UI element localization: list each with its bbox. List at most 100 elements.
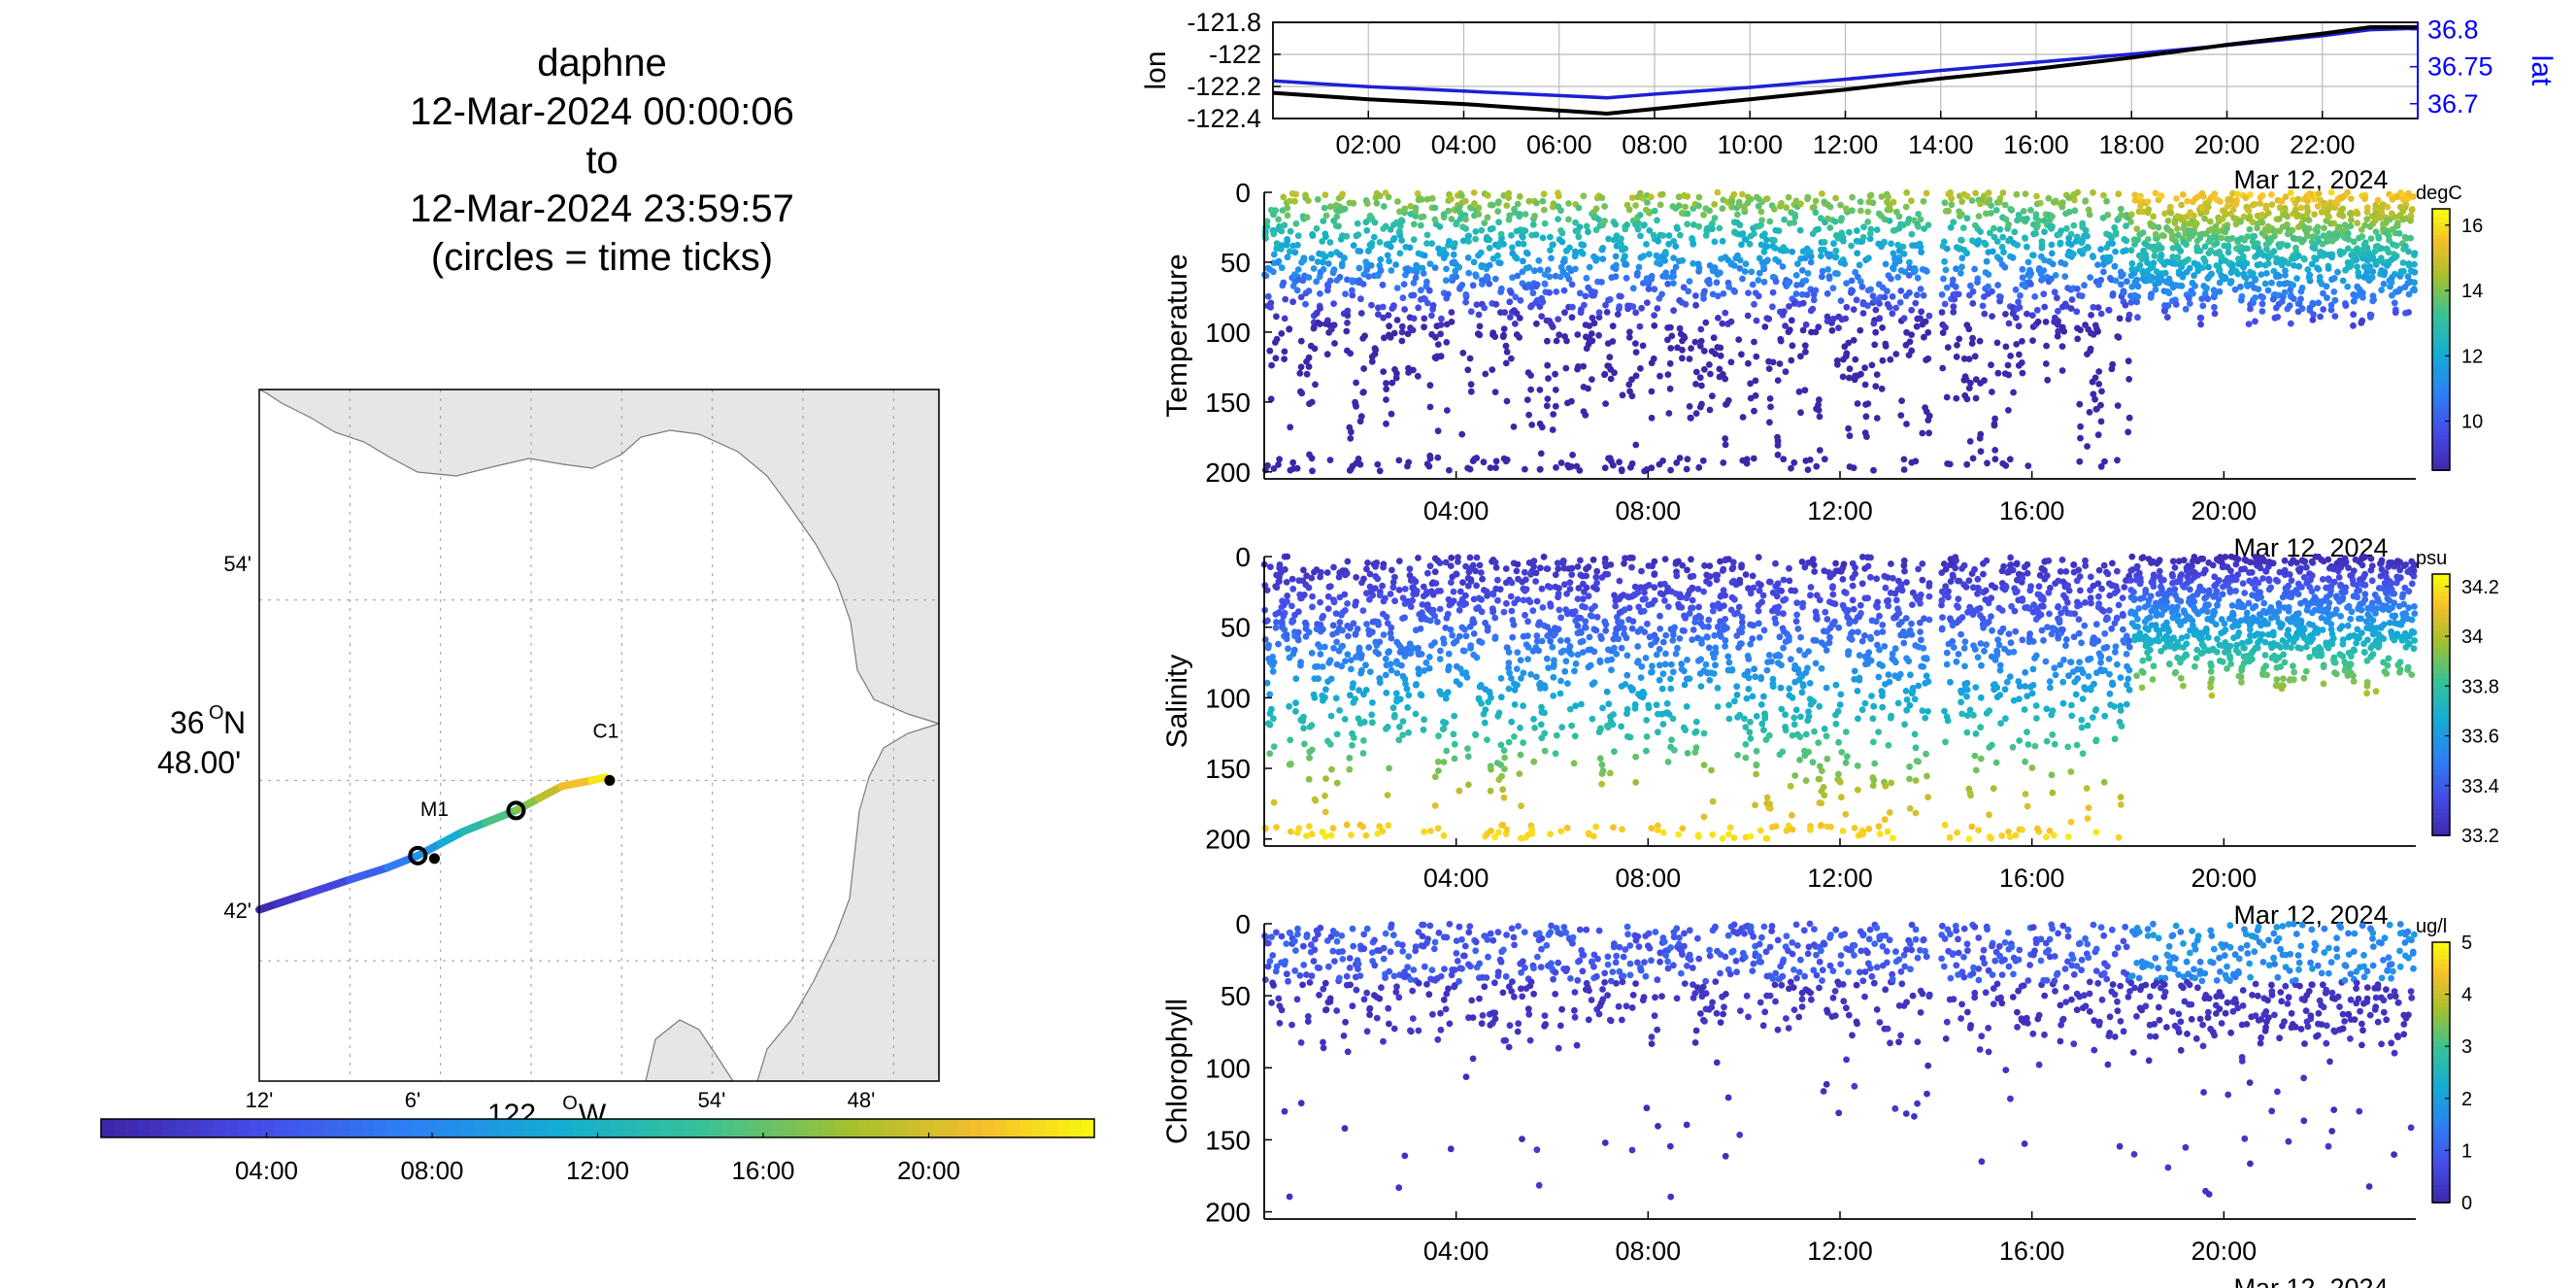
data-point bbox=[2306, 271, 2314, 279]
data-point bbox=[1448, 195, 1455, 203]
data-point bbox=[1950, 219, 1957, 226]
data-point bbox=[1920, 291, 1927, 299]
data-point bbox=[1906, 805, 1914, 812]
data-point bbox=[1390, 713, 1398, 721]
data-point bbox=[1777, 684, 1785, 692]
data-point bbox=[2315, 299, 2323, 307]
data-point bbox=[1501, 765, 1508, 772]
data-point bbox=[2378, 287, 2386, 293]
data-point bbox=[1897, 412, 1905, 419]
data-point bbox=[1651, 286, 1658, 293]
data-point bbox=[1886, 809, 1893, 816]
data-point bbox=[1538, 313, 1546, 320]
data-point bbox=[1848, 242, 1855, 250]
data-point bbox=[1522, 587, 1528, 594]
data-point bbox=[1272, 355, 1280, 362]
data-point bbox=[1505, 660, 1513, 666]
data-point bbox=[1628, 459, 1636, 467]
colorbar-swatch bbox=[2432, 395, 2450, 402]
data-point bbox=[1608, 656, 1616, 663]
data-point bbox=[1321, 643, 1328, 651]
data-point bbox=[1812, 328, 1820, 336]
data-point bbox=[1629, 285, 1637, 292]
data-point bbox=[1557, 227, 1564, 234]
data-point bbox=[1589, 612, 1595, 620]
data-point bbox=[2076, 458, 2084, 465]
data-point bbox=[2070, 251, 2077, 257]
data-point bbox=[1676, 455, 1684, 461]
data-point bbox=[1317, 573, 1323, 581]
data-point bbox=[1263, 679, 1271, 687]
data-point bbox=[1574, 563, 1582, 570]
data-point bbox=[1571, 608, 1579, 615]
data-point bbox=[1905, 658, 1913, 665]
data-point bbox=[2024, 258, 2032, 266]
data-point bbox=[1562, 658, 1570, 665]
data-point bbox=[1821, 456, 1828, 463]
data-point bbox=[1527, 303, 1534, 311]
data-point bbox=[1465, 269, 1473, 277]
data-point bbox=[1355, 264, 1363, 272]
data-point bbox=[1851, 667, 1858, 675]
data-point bbox=[2201, 243, 2209, 251]
data-point bbox=[2278, 197, 2286, 205]
data-point bbox=[1374, 575, 1382, 583]
data-point bbox=[1343, 232, 1351, 240]
data-point bbox=[1794, 626, 1802, 632]
data-point bbox=[1623, 671, 1631, 679]
data-point bbox=[1295, 608, 1302, 616]
data-point bbox=[1882, 340, 1890, 348]
data-point bbox=[2245, 321, 2253, 327]
data-point bbox=[1387, 226, 1394, 233]
data-point bbox=[2330, 275, 2338, 282]
data-point bbox=[1727, 318, 1735, 325]
data-point bbox=[1629, 555, 1636, 561]
data-point bbox=[1772, 559, 1779, 567]
data-point bbox=[2091, 322, 2099, 329]
data-point bbox=[1810, 296, 1818, 304]
data-point bbox=[1864, 302, 1871, 310]
data-point bbox=[1867, 191, 1875, 199]
data-point bbox=[1486, 280, 1493, 288]
data-point bbox=[2068, 296, 2076, 303]
data-point bbox=[1590, 679, 1598, 687]
colorbar-swatch bbox=[2432, 356, 2450, 362]
data-point bbox=[1728, 665, 1736, 673]
data-point bbox=[1730, 190, 1738, 198]
data-point bbox=[1823, 647, 1830, 654]
data-point bbox=[2142, 251, 2150, 258]
colorbar-swatch bbox=[2432, 322, 2450, 328]
data-point bbox=[1674, 225, 1681, 232]
data-point bbox=[2088, 312, 2095, 319]
data-point bbox=[1648, 388, 1656, 395]
data-point bbox=[1300, 713, 1307, 721]
data-point bbox=[1601, 464, 1609, 472]
data-point bbox=[1491, 333, 1499, 340]
data-point bbox=[1382, 222, 1389, 230]
data-point bbox=[2058, 367, 2066, 374]
data-point bbox=[1308, 254, 1316, 262]
data-point bbox=[2100, 191, 2107, 199]
data-point bbox=[1789, 342, 1796, 350]
data-point bbox=[2094, 327, 2102, 335]
data-point bbox=[2250, 270, 2257, 278]
data-point bbox=[1781, 308, 1788, 315]
data-point bbox=[1941, 257, 1948, 265]
data-point bbox=[1701, 288, 1708, 295]
data-point bbox=[1778, 661, 1785, 669]
data-point bbox=[1478, 639, 1486, 646]
data-point bbox=[1537, 564, 1544, 572]
data-point bbox=[1436, 559, 1444, 566]
data-point bbox=[1426, 403, 1434, 411]
data-point bbox=[1431, 639, 1438, 646]
data-point bbox=[1867, 554, 1874, 561]
data-point bbox=[1663, 699, 1671, 707]
data-point bbox=[2115, 333, 2123, 341]
data-point bbox=[1455, 263, 1463, 271]
data-point bbox=[2073, 308, 2081, 316]
data-point bbox=[1550, 200, 1557, 208]
data-point bbox=[1505, 649, 1513, 656]
data-point bbox=[1636, 212, 1644, 219]
data-point bbox=[1709, 225, 1716, 233]
data-point bbox=[2353, 256, 2360, 263]
